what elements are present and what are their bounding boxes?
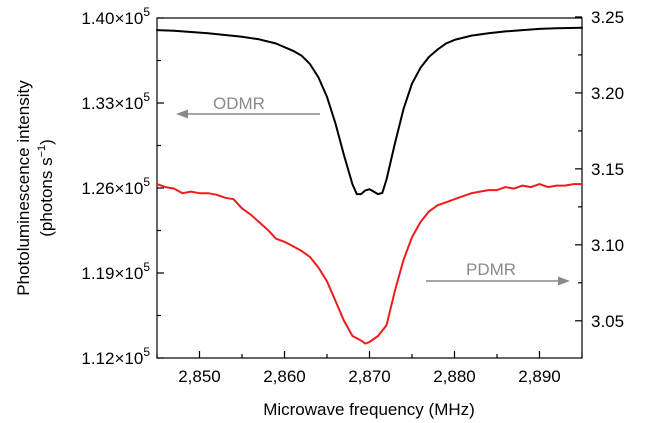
y-right-tick-label: 3.25: [591, 8, 624, 27]
y-right-tick-label: 3.15: [591, 160, 624, 179]
pdmr-annotation-label: PDMR: [466, 260, 516, 279]
y-right-tick-label: 3.20: [591, 84, 624, 103]
y-left-tick-label: 1.33×105: [81, 90, 150, 113]
x-axis-title: Microwave frequency (MHz): [263, 400, 475, 419]
y-axis-title-line2-end: ): [37, 139, 56, 145]
y-left-tick-label: 1.26×105: [81, 175, 150, 198]
odmr-arrow-head: [176, 109, 188, 119]
y-right-tick-label: 3.05: [591, 312, 624, 331]
y-right-axis-ticks: 3.05 3.10 3.15 3.20 3.25: [575, 8, 624, 331]
y-left-tick-label: 1.19×105: [81, 260, 150, 283]
y-left-axis-ticks: 1.12×105 1.19×105 1.26×105 1.33×105 1.40×105: [81, 5, 164, 368]
y-left-tick-label: 1.12×105: [81, 345, 150, 368]
series-layer: [156, 26, 583, 345]
y-axis-title-line1: Photoluminescence intensity: [14, 80, 33, 296]
y-right-tick-label: 3.10: [591, 236, 624, 255]
annotation-layer: ODMR PDMR: [176, 94, 570, 286]
x-tick-label: 2,890: [518, 367, 561, 386]
x-tick-label: 2,870: [348, 367, 391, 386]
x-tick-label: 2,850: [178, 367, 221, 386]
x-axis-ticks: 2,850 2,860 2,870 2,880 2,890: [156, 351, 583, 386]
odmr-series-line: [156, 26, 583, 196]
y-axis-title-line2-sup: −1: [36, 145, 48, 158]
x-tick-label: 2,880: [433, 367, 476, 386]
odmr-annotation-label: ODMR: [213, 94, 265, 113]
x-tick-label: 2,860: [263, 367, 306, 386]
y-axis-title-line2: (photons s−1): [36, 139, 56, 237]
y-axis-title-line2-base: (photons s: [37, 157, 56, 236]
y-left-tick-label: 1.40×105: [81, 5, 150, 28]
pdmr-series-line: [156, 183, 583, 345]
pdmr-arrow-head: [558, 276, 570, 286]
